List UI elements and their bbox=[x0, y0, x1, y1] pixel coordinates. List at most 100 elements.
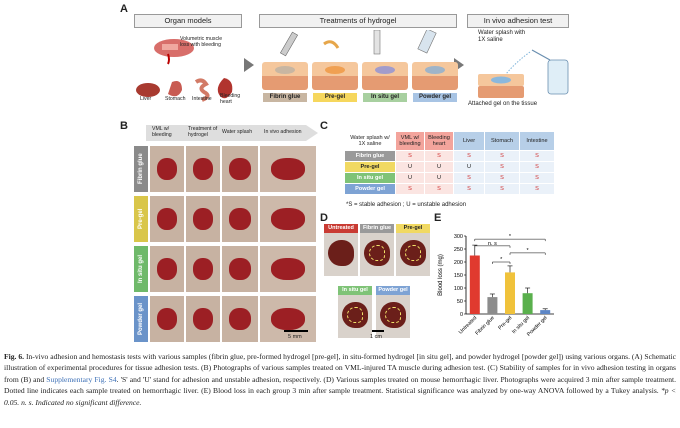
significance-bracket bbox=[492, 261, 511, 264]
liver-photo-label: Powder gel bbox=[376, 286, 410, 295]
adhesion-photo bbox=[222, 146, 258, 192]
treatment-pad-pregel bbox=[312, 62, 358, 90]
tissue-region bbox=[229, 308, 251, 330]
row-header: Pre-gel bbox=[344, 161, 396, 173]
colhdr-treatment: Treatment of hydrogel bbox=[188, 126, 218, 138]
significance-label: * bbox=[500, 257, 503, 263]
adhesion-photo bbox=[150, 196, 184, 242]
treatment-pad-fibrin bbox=[262, 62, 308, 90]
table-cell: S bbox=[453, 183, 485, 195]
table-cell: S bbox=[519, 150, 555, 162]
scale-bar-d bbox=[372, 330, 384, 332]
panel-c-label: C bbox=[320, 120, 328, 132]
tissue-region bbox=[229, 208, 251, 230]
tissue-region bbox=[229, 158, 251, 180]
liver-photo: Fibrin glue bbox=[360, 224, 394, 276]
y-tick-label: 0 bbox=[460, 312, 463, 318]
splash-text: Water splash with 1X saline bbox=[478, 30, 526, 43]
significance-label: n. s bbox=[488, 241, 497, 247]
table-row: Fibrin glue S S S S S bbox=[344, 150, 555, 162]
scale-label-d: 1 cm bbox=[370, 334, 382, 340]
vml-text: Volumetric muscle loss with bleeding bbox=[180, 36, 223, 48]
arrow-icon bbox=[244, 58, 254, 72]
treatment-label-fibrin: Fibrin glue bbox=[263, 93, 307, 102]
table-cell: S bbox=[395, 150, 425, 162]
table-header: Bleeding heart bbox=[424, 131, 454, 151]
liver-tissue bbox=[342, 302, 368, 328]
table-footnote: *S = stable adhesion ; U = unstable adhe… bbox=[346, 202, 467, 208]
liver-photo: Pre-gel bbox=[396, 224, 430, 276]
colhdr-vml: VML w/ bleeding bbox=[152, 126, 172, 138]
table-header: Stomach bbox=[484, 131, 520, 151]
adhesion-photo bbox=[260, 146, 316, 192]
panel-a-label: A bbox=[120, 3, 128, 15]
organ-label-liver: Liver bbox=[140, 96, 152, 102]
y-tick-label: 150 bbox=[454, 273, 463, 279]
table-cell: S bbox=[519, 183, 555, 195]
treatment-label-powder: Powder gel bbox=[413, 93, 457, 102]
adhesion-photo bbox=[186, 246, 220, 292]
table-cell: S bbox=[424, 183, 454, 195]
liver-photo: In situ gel bbox=[338, 286, 372, 338]
caption-significance: *p < 0.05. n. s. Indicated no significan… bbox=[4, 386, 676, 407]
colhdr-adhesion: In vivo adhesion bbox=[264, 129, 302, 135]
tissue-region bbox=[271, 208, 305, 230]
row-header: In situ gel bbox=[344, 172, 396, 184]
significance-label: * bbox=[509, 234, 512, 240]
y-axis-label: Blood loss (mg) bbox=[438, 254, 444, 296]
table-cell: S bbox=[424, 150, 454, 162]
treatment-pad-powder bbox=[412, 62, 458, 90]
tissue-region bbox=[271, 258, 305, 280]
adhesion-photo bbox=[186, 196, 220, 242]
row-header: Powder gel bbox=[344, 183, 396, 195]
table-header: Liver bbox=[453, 131, 485, 151]
tissue-region bbox=[192, 208, 214, 230]
liver-photo: Untreated bbox=[324, 224, 358, 276]
y-tick-label: 250 bbox=[454, 247, 463, 253]
x-tick-label: Pre-gel bbox=[497, 315, 513, 331]
figure-caption: Fig. 6. In-vivo adhesion and hemostasis … bbox=[4, 351, 676, 408]
supplementary-link[interactable]: Supplementary Fig. S4 bbox=[46, 374, 117, 384]
syringe-icons bbox=[279, 30, 437, 57]
adhesion-photo bbox=[222, 196, 258, 242]
x-tick-label: Fibrin glue bbox=[474, 315, 495, 336]
bar bbox=[487, 297, 498, 314]
significance-bracket bbox=[474, 238, 546, 242]
organ-label-intestine: Intestine bbox=[192, 96, 212, 102]
adhesion-photo bbox=[186, 296, 220, 342]
table-cell: S bbox=[484, 161, 520, 173]
tissue-region bbox=[271, 308, 305, 330]
table-row: Pre-gel U U U S S bbox=[344, 161, 555, 173]
adhesion-photo bbox=[150, 296, 184, 342]
y-tick-label: 300 bbox=[454, 234, 463, 240]
table-cell: S bbox=[484, 172, 520, 184]
table-cell: U bbox=[453, 161, 485, 173]
scale-bar-b bbox=[284, 330, 308, 332]
table-header: VML w/ bleeding bbox=[395, 131, 425, 151]
table-cell: S bbox=[395, 183, 425, 195]
adhesion-photo bbox=[260, 196, 316, 242]
significance-bracket bbox=[474, 245, 511, 248]
panel-b-label: B bbox=[120, 120, 128, 132]
organ-label-heart: Bleeding heart bbox=[220, 93, 241, 105]
caption-text-2: . 'S' and 'U' stand for adhesion and uns… bbox=[4, 374, 676, 396]
liver-photo-label: Fibrin glue bbox=[360, 224, 394, 233]
caption-lead: Fig. 6. bbox=[4, 352, 25, 361]
treatment-label-pregel: Pre-gel bbox=[313, 93, 357, 102]
panel-e-label: E bbox=[434, 212, 442, 224]
tissue-region bbox=[156, 258, 178, 280]
scale-label-b: 5 mm bbox=[288, 334, 302, 340]
table-cell: S bbox=[453, 150, 485, 162]
bar bbox=[522, 293, 533, 314]
header-treatments: Treatments of hydrogel bbox=[259, 14, 457, 28]
tissue-region bbox=[192, 258, 214, 280]
table-header: Water splash w/ 1X saline bbox=[344, 131, 396, 151]
treatment-label-insitu: In situ gel bbox=[363, 93, 407, 102]
row-label-powder: Powder gel bbox=[134, 296, 148, 342]
tissue-region bbox=[156, 158, 178, 180]
adhesion-photo bbox=[222, 296, 258, 342]
liver-photo-label: Untreated bbox=[324, 224, 358, 233]
tissue-region bbox=[229, 258, 251, 280]
wash-bottle-icon bbox=[478, 49, 569, 98]
table-header: Intestine bbox=[519, 131, 555, 151]
